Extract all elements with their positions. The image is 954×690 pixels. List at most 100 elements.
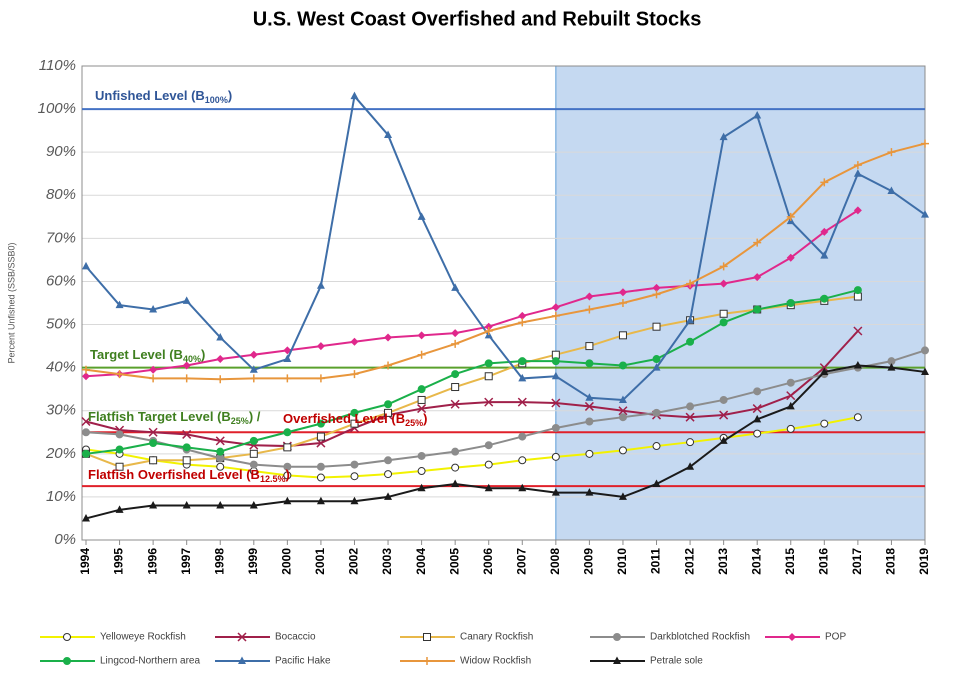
- point: [149, 304, 158, 313]
- point: [82, 372, 90, 381]
- point: [887, 148, 896, 157]
- point: [350, 472, 359, 481]
- point: [115, 430, 124, 439]
- point: [652, 479, 661, 487]
- point: [820, 367, 829, 375]
- point: [753, 273, 762, 282]
- plot-frame: [81, 65, 926, 541]
- y-tick-label: 110%: [39, 57, 76, 74]
- x-tick-label: 2002: [347, 548, 361, 575]
- point: [451, 339, 460, 348]
- x-tick-label: 2006: [481, 548, 495, 575]
- point: [618, 288, 627, 297]
- point: [820, 419, 829, 428]
- point: [451, 329, 460, 338]
- point: [316, 432, 325, 441]
- point: [417, 395, 426, 404]
- series-line: [85, 142, 926, 381]
- point: [921, 210, 929, 218]
- y-tick-label: 100%: [38, 100, 76, 117]
- point: [786, 253, 795, 262]
- point: [451, 383, 460, 392]
- point: [518, 373, 527, 382]
- point: [484, 359, 493, 368]
- point: [584, 401, 594, 411]
- point: [115, 505, 124, 513]
- point: [148, 427, 158, 437]
- point: [417, 350, 426, 359]
- point: [753, 387, 762, 396]
- point: [417, 483, 426, 492]
- point: [518, 311, 527, 320]
- point: [786, 424, 795, 433]
- annotation-text: Unfished Level (B: [95, 88, 205, 103]
- point: [686, 315, 695, 324]
- point: [350, 370, 359, 379]
- point: [652, 283, 661, 292]
- chart-title: U.S. West Coast Overfished and Rebuilt S…: [253, 8, 702, 30]
- point: [853, 206, 862, 215]
- point: [551, 303, 560, 312]
- point: [484, 460, 493, 469]
- point: [585, 292, 594, 301]
- point: [384, 492, 393, 500]
- annotation-end: ) /: [249, 409, 261, 424]
- series-line: [85, 295, 859, 468]
- point: [384, 130, 393, 138]
- point: [115, 462, 124, 471]
- point: [63, 657, 71, 665]
- series-line: [85, 209, 859, 378]
- x-tick-label: 2001: [313, 548, 327, 575]
- point: [652, 322, 661, 331]
- point: [249, 365, 258, 373]
- point: [786, 299, 795, 307]
- legend-label: POP: [825, 632, 846, 643]
- point: [753, 305, 762, 314]
- point: [719, 395, 728, 404]
- annotation: Target Level (B40%): [90, 347, 205, 364]
- point: [215, 436, 225, 446]
- point: [686, 402, 695, 411]
- point: [618, 361, 627, 370]
- point: [652, 290, 661, 299]
- point: [719, 262, 728, 271]
- point: [316, 281, 325, 289]
- x-tick-label: 2005: [447, 548, 461, 575]
- point: [283, 354, 292, 363]
- annotation-text: Overfished Level (B: [283, 411, 405, 426]
- series-line: [85, 93, 926, 401]
- point: [249, 436, 258, 445]
- point: [853, 326, 863, 336]
- x-tick-label: 2008: [548, 548, 562, 575]
- x-tick-label: 1997: [179, 548, 193, 575]
- point: [788, 633, 796, 641]
- point: [249, 449, 258, 458]
- point: [350, 91, 359, 100]
- annotation-subscript: 100%: [205, 95, 228, 105]
- point: [350, 419, 359, 428]
- point: [551, 357, 560, 366]
- point: [618, 406, 628, 416]
- point: [753, 429, 762, 438]
- annotation-text: Flatfish Target Level (B: [88, 409, 231, 424]
- point: [384, 361, 393, 370]
- point: [182, 361, 191, 370]
- legend-label: Pacific Hake: [275, 656, 331, 667]
- point: [618, 331, 627, 340]
- point: [652, 442, 661, 451]
- point: [820, 294, 829, 303]
- point: [417, 451, 426, 460]
- x-tick-label: 2012: [682, 548, 696, 575]
- point: [283, 462, 292, 471]
- point: [685, 412, 695, 422]
- point: [82, 513, 90, 522]
- point: [384, 400, 393, 409]
- point: [316, 419, 325, 428]
- point: [613, 656, 621, 664]
- point: [451, 370, 460, 379]
- annotation: Flatfish Target Level (B25%) /: [88, 409, 261, 426]
- point: [238, 656, 246, 664]
- point: [719, 318, 728, 327]
- legend-label: Darkblotched Rockfish: [650, 632, 750, 643]
- x-tick-label: 2003: [380, 548, 394, 575]
